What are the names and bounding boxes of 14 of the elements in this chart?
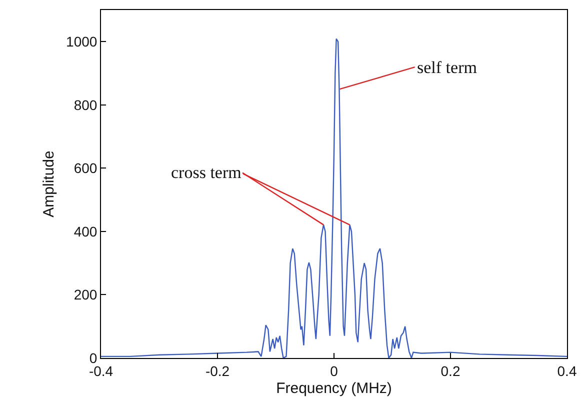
y-axis-title: Amplitude [40,150,58,218]
x-tick-label: 0 [330,362,338,379]
y-tick-label: 600 [74,160,98,176]
y-tick-label: 1000 [66,34,98,50]
y-tick-label: 200 [74,286,98,303]
line-series [101,38,567,358]
y-tick-label: 400 [74,223,98,240]
x-tick-label: 0.2 [440,362,460,379]
x-tick-label: 0.4 [557,362,577,379]
annotation: self term [417,58,477,77]
y-tick-label: 800 [74,96,98,113]
x-tick-label: -0.2 [205,362,230,379]
annotation: cross term [171,163,242,182]
x-axis-title: Frequency (MHz) [276,380,392,397]
